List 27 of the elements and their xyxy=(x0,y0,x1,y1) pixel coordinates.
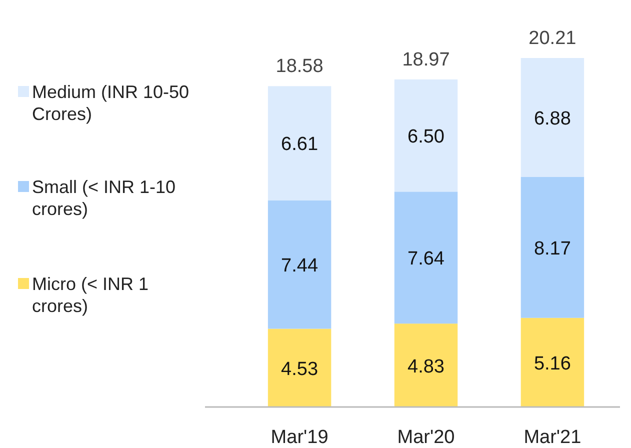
bar xyxy=(520,176,584,318)
data-label: 4.53 xyxy=(281,358,318,380)
bar xyxy=(268,86,332,200)
bar xyxy=(268,200,332,329)
data-label: 6.88 xyxy=(534,108,571,130)
bar xyxy=(394,192,458,324)
data-label: 6.50 xyxy=(408,126,444,148)
data-label: 7.44 xyxy=(281,256,318,277)
data-label: 5.16 xyxy=(534,353,571,374)
x-tick-label: Mar'21 xyxy=(524,427,582,448)
bar xyxy=(394,324,458,407)
bar xyxy=(268,328,332,407)
legend-label: Small (< INR 1-10 crores) xyxy=(32,177,176,219)
legend-label: Medium (INR 10-50 Crores) xyxy=(32,82,190,124)
total-label: 20.21 xyxy=(528,28,576,49)
bar xyxy=(520,318,584,407)
data-label: 4.83 xyxy=(408,356,444,378)
total-label: 18.97 xyxy=(402,49,450,70)
bar xyxy=(394,79,458,192)
total-label: 18.58 xyxy=(276,56,324,78)
bar xyxy=(520,58,584,177)
legend-label: Micro (< INR 1 crores) xyxy=(32,274,149,316)
x-tick-label: Mar'20 xyxy=(397,427,455,448)
data-label: 8.17 xyxy=(534,238,571,260)
data-label: 6.61 xyxy=(281,134,318,156)
x-tick-label: Mar'19 xyxy=(270,427,328,448)
data-label: 7.64 xyxy=(408,248,445,270)
